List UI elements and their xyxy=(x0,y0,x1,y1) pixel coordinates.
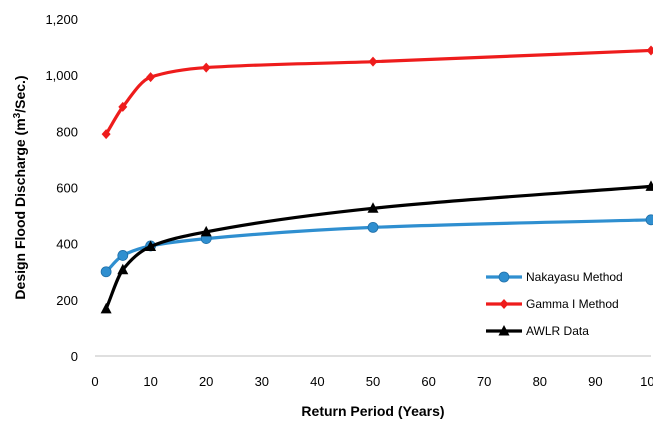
data-point-gamma-i-method xyxy=(646,45,653,56)
data-point-gamma-i-method xyxy=(101,129,111,140)
x-tick-label: 90 xyxy=(588,374,602,389)
x-tick-label: 20 xyxy=(199,374,213,389)
data-point-awlr-data xyxy=(145,240,157,251)
y-axis-title-suffix: /Sec.) xyxy=(12,75,28,112)
x-tick-label: 10 xyxy=(143,374,157,389)
y-axis-title-superscript: 3 xyxy=(12,112,23,118)
series-line-nakayasu-method xyxy=(104,218,652,273)
legend-label-gamma-i-method: Gamma I Method xyxy=(526,297,619,311)
data-point-nakayasu-method xyxy=(100,266,112,278)
x-axis-ticks: 0 10 20 30 40 50 60 70 80 90 100 xyxy=(91,374,653,389)
data-point-gamma-i-method xyxy=(368,56,378,67)
y-tick-label: 800 xyxy=(56,124,78,139)
y-tick-label: 600 xyxy=(56,181,78,196)
x-tick-label: 80 xyxy=(533,374,547,389)
y-tick-label: 0 xyxy=(71,349,78,364)
legend-marker-awlr-data xyxy=(498,325,510,336)
x-axis-title: Return Period (Years) xyxy=(301,403,444,419)
x-tick-label: 50 xyxy=(366,374,380,389)
x-tick-label: 60 xyxy=(421,374,435,389)
y-axis-ticks: 0 200 400 600 800 1,000 1,200 xyxy=(45,12,78,364)
data-point-gamma-i-method xyxy=(201,62,211,73)
y-tick-label: 200 xyxy=(56,293,78,308)
y-axis-title-prefix: Design Flood Discharge (m xyxy=(12,118,28,299)
series-layer xyxy=(100,45,653,314)
legend: Nakayasu Method Gamma I Method AWLR Data xyxy=(486,270,623,338)
series-line-awlr-data xyxy=(104,184,652,310)
series-line-gamma-i-method xyxy=(104,48,652,135)
y-tick-label: 1,200 xyxy=(45,12,78,27)
legend-label-nakayasu-method: Nakayasu Method xyxy=(526,270,623,284)
data-point-gamma-i-method xyxy=(118,101,128,112)
x-tick-label: 0 xyxy=(91,374,98,389)
y-axis-title: Design Flood Discharge (m3/Sec.) xyxy=(12,75,29,299)
data-point-awlr-data xyxy=(200,225,212,237)
legend-marker-nakayasu-method xyxy=(498,271,510,283)
y-tick-label: 400 xyxy=(56,237,78,252)
data-point-nakayasu-method xyxy=(117,250,129,261)
data-point-gamma-i-method xyxy=(146,72,156,83)
legend-marker-gamma-i-method xyxy=(499,299,509,309)
data-point-awlr-data xyxy=(645,180,653,191)
x-tick-label: 70 xyxy=(477,374,491,389)
data-point-nakayasu-method xyxy=(645,214,653,226)
x-tick-label: 30 xyxy=(255,374,269,389)
x-tick-label: 100 xyxy=(640,374,653,389)
data-point-nakayasu-method xyxy=(367,221,379,233)
data-point-awlr-data xyxy=(367,202,379,213)
y-tick-label: 1,000 xyxy=(45,68,78,83)
legend-label-awlr-data: AWLR Data xyxy=(526,324,589,338)
data-point-awlr-data xyxy=(100,302,112,314)
data-point-awlr-data xyxy=(117,263,129,275)
x-tick-label: 40 xyxy=(310,374,324,389)
